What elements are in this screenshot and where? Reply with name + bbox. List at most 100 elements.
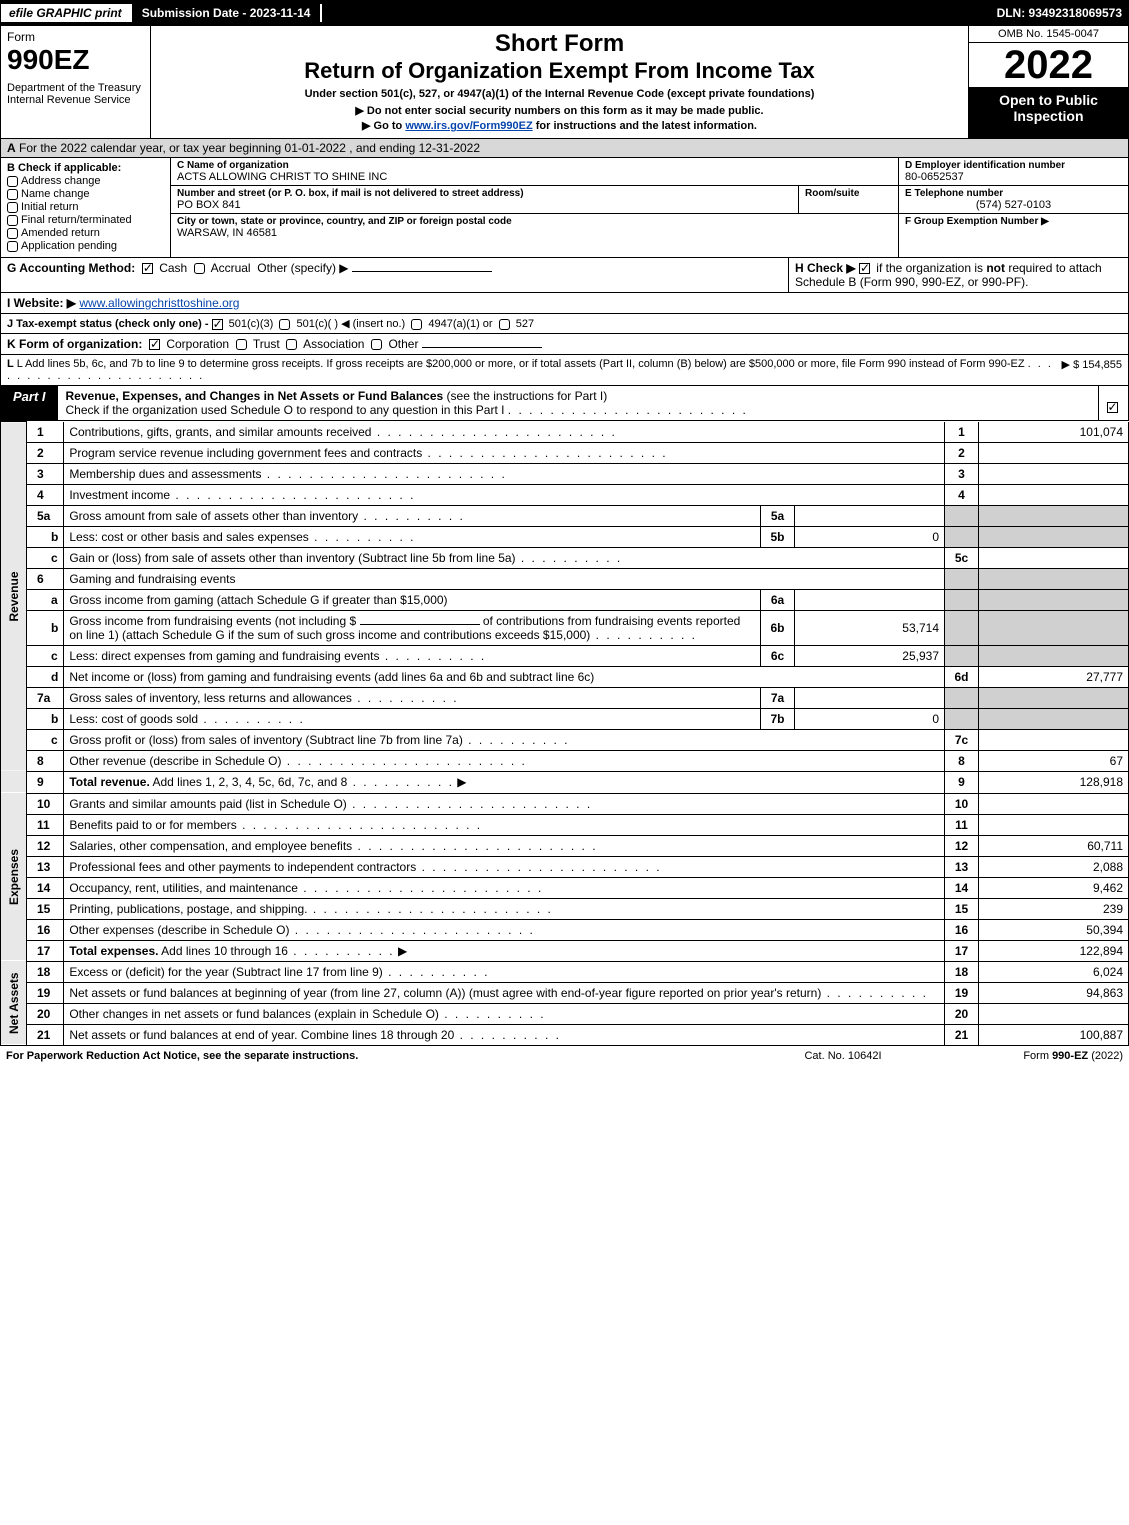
line-6-num: 6 xyxy=(27,568,64,589)
line-14-desc: Occupancy, rent, utilities, and maintena… xyxy=(64,877,945,898)
form-title-block: Short Form Return of Organization Exempt… xyxy=(151,26,968,138)
other-specify-input[interactable] xyxy=(352,271,492,272)
line-21-rlab: 21 xyxy=(945,1024,979,1045)
line-21-num: 21 xyxy=(27,1024,64,1045)
chk-501c3[interactable] xyxy=(212,319,223,330)
chk-corporation[interactable] xyxy=(149,339,160,350)
irs-link[interactable]: www.irs.gov/Form990EZ xyxy=(405,120,532,132)
chk-name-change[interactable]: Name change xyxy=(7,188,164,200)
chk-other-org[interactable] xyxy=(371,339,382,350)
line-5c-num: c xyxy=(27,547,64,568)
chk-schedule-o-part1[interactable] xyxy=(1107,402,1118,413)
row-j: J Tax-exempt status (check only one) - 5… xyxy=(0,314,1129,334)
line-5a-rvalshade xyxy=(979,505,1129,526)
room-label: Room/suite xyxy=(805,188,892,199)
line-11-num: 11 xyxy=(27,814,64,835)
line-17-val: 122,894 xyxy=(979,940,1129,961)
line-5b-mval: 0 xyxy=(795,526,945,547)
chk-application-pending[interactable]: Application pending xyxy=(7,240,164,252)
side-revenue-tail xyxy=(1,771,27,793)
line-5b-desc: Less: cost or other basis and sales expe… xyxy=(64,526,761,547)
city-label: City or town, state or province, country… xyxy=(177,216,892,227)
footer-notice: For Paperwork Reduction Act Notice, see … xyxy=(6,1050,743,1062)
chk-527[interactable] xyxy=(499,319,510,330)
line-8-val: 67 xyxy=(979,750,1129,771)
chk-trust[interactable] xyxy=(236,339,247,350)
chk-accrual[interactable] xyxy=(194,263,205,274)
chk-address-change[interactable]: Address change xyxy=(7,175,164,187)
line-7c-desc: Gross profit or (loss) from sales of inv… xyxy=(64,729,945,750)
line-6-rvalshade xyxy=(979,568,1129,589)
line-6b-rshade xyxy=(945,610,979,645)
line-10-num: 10 xyxy=(27,793,64,814)
line-11-desc: Benefits paid to or for members xyxy=(64,814,945,835)
row-l: L L Add lines 5b, 6c, and 7b to line 9 t… xyxy=(0,355,1129,386)
addr-label: Number and street (or P. O. box, if mail… xyxy=(177,188,792,199)
line-20-desc: Other changes in net assets or fund bala… xyxy=(64,1003,945,1024)
line-19-rlab: 19 xyxy=(945,982,979,1003)
line-6a-mval xyxy=(795,589,945,610)
row-a-text: For the 2022 calendar year, or tax year … xyxy=(19,141,480,155)
line-6b-rvalshade xyxy=(979,610,1129,645)
line-13-num: 13 xyxy=(27,856,64,877)
line-6d-num: d xyxy=(27,666,64,687)
chk-amended-return[interactable]: Amended return xyxy=(7,227,164,239)
line-6-rshade xyxy=(945,568,979,589)
line-7c-val xyxy=(979,729,1129,750)
org-address: PO BOX 841 xyxy=(177,199,792,211)
line-5b-num: b xyxy=(27,526,64,547)
row-g: G Accounting Method: Cash Accrual Other … xyxy=(7,261,782,289)
inspection-label: Open to Public Inspection xyxy=(969,88,1128,138)
submission-date: Submission Date - 2023-11-14 xyxy=(130,4,323,22)
line-3-desc: Membership dues and assessments xyxy=(64,463,945,484)
chk-schedule-b[interactable] xyxy=(859,263,870,274)
goto-link-line: ▶ Go to www.irs.gov/Form990EZ for instru… xyxy=(161,119,958,132)
line-9-num: 9 xyxy=(27,771,64,793)
line-6a-num: a xyxy=(27,589,64,610)
line-19-val: 94,863 xyxy=(979,982,1129,1003)
chk-4947[interactable] xyxy=(411,319,422,330)
line-9-val: 128,918 xyxy=(979,771,1129,793)
other-org-input[interactable] xyxy=(422,347,542,348)
tel-label: E Telephone number xyxy=(905,188,1122,199)
line-6b-blank[interactable] xyxy=(360,624,480,625)
chk-501c[interactable] xyxy=(279,319,290,330)
line-18-rlab: 18 xyxy=(945,961,979,982)
chk-final-return[interactable]: Final return/terminated xyxy=(7,214,164,226)
line-1-desc: Contributions, gifts, grants, and simila… xyxy=(64,422,945,443)
tel-value: (574) 527-0103 xyxy=(905,199,1122,211)
line-16-desc: Other expenses (describe in Schedule O) xyxy=(64,919,945,940)
line-18-desc: Excess or (deficit) for the year (Subtra… xyxy=(64,961,945,982)
line-20-rlab: 20 xyxy=(945,1003,979,1024)
k-label: K Form of organization: xyxy=(7,337,142,351)
row-a-tax-year: A For the 2022 calendar year, or tax yea… xyxy=(0,139,1129,158)
line-2-desc: Program service revenue including govern… xyxy=(64,442,945,463)
part-1-check-cell xyxy=(1098,386,1128,420)
line-6c-num: c xyxy=(27,645,64,666)
line-1-num: 1 xyxy=(27,422,64,443)
line-15-rlab: 15 xyxy=(945,898,979,919)
dln-label: DLN: 93492318069573 xyxy=(997,6,1128,20)
efile-print-label[interactable]: efile GRAPHIC print xyxy=(1,4,130,22)
part-1-check-text: Check if the organization used Schedule … xyxy=(66,403,505,417)
part-1-header: Part I Revenue, Expenses, and Changes in… xyxy=(0,386,1129,421)
chk-initial-return[interactable]: Initial return xyxy=(7,201,164,213)
chk-cash[interactable] xyxy=(142,263,153,274)
line-1-rlab: 1 xyxy=(945,422,979,443)
line-7b-rshade xyxy=(945,708,979,729)
l-text: L Add lines 5b, 6c, and 7b to line 9 to … xyxy=(17,358,1025,370)
line-1-val: 101,074 xyxy=(979,422,1129,443)
chk-association[interactable] xyxy=(286,339,297,350)
form-subtitle: Under section 501(c), 527, or 4947(a)(1)… xyxy=(161,88,958,100)
line-7a-rvalshade xyxy=(979,687,1129,708)
line-7b-mlab: 7b xyxy=(761,708,795,729)
side-revenue: Revenue xyxy=(1,422,27,772)
line-16-rlab: 16 xyxy=(945,919,979,940)
website-link[interactable]: www.allowingchristtoshine.org xyxy=(79,296,239,310)
line-2-num: 2 xyxy=(27,442,64,463)
line-17-desc: Total expenses. Add lines 10 through 16 … xyxy=(64,940,945,961)
line-3-val xyxy=(979,463,1129,484)
goto-pre: ▶ Go to xyxy=(362,120,405,132)
line-4-num: 4 xyxy=(27,484,64,505)
side-netassets: Net Assets xyxy=(1,961,27,1045)
